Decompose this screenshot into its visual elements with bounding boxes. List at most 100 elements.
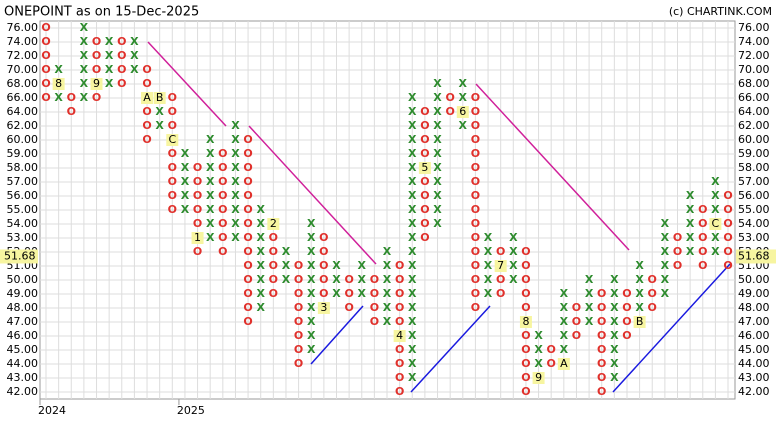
x-box: X — [433, 119, 442, 132]
o-box: O — [445, 105, 454, 118]
month-marker-bg — [532, 372, 545, 384]
o-box: O — [420, 189, 429, 202]
x-box: X — [307, 231, 316, 244]
x-box: X — [358, 287, 367, 300]
x-box: X — [307, 245, 316, 258]
o-box: O — [395, 273, 404, 286]
y-tick-label: 56.00 — [7, 189, 39, 202]
y-tick-label-right: 49.00 — [738, 287, 770, 300]
month-marker-bg — [90, 78, 103, 90]
x-box: X — [459, 119, 468, 132]
x-box: X — [307, 217, 316, 230]
x-box: X — [231, 231, 240, 244]
o-box: O — [673, 231, 682, 244]
o-box: O — [269, 287, 278, 300]
o-box: O — [698, 217, 707, 230]
o-box: O — [243, 301, 252, 314]
y-tick-label: 53.00 — [7, 231, 39, 244]
month-marker-bg — [153, 92, 166, 104]
o-box: O — [395, 357, 404, 370]
o-box: O — [319, 273, 328, 286]
x-box: X — [484, 259, 493, 272]
o-box: O — [370, 315, 379, 328]
month-marker: 7 — [497, 259, 504, 272]
x-box: X — [433, 77, 442, 90]
x-box: X — [231, 175, 240, 188]
x-box: X — [80, 77, 89, 90]
o-box: O — [218, 189, 227, 202]
x-box: X — [408, 245, 417, 258]
month-marker-bg — [52, 78, 65, 90]
y-tick-label: 50.00 — [7, 273, 39, 286]
x-box: X — [408, 315, 417, 328]
x-tick-label: 2024 — [38, 404, 66, 417]
month-marker: 5 — [421, 161, 428, 174]
o-box: O — [319, 287, 328, 300]
x-box: X — [408, 371, 417, 384]
x-box: X — [433, 133, 442, 146]
x-box: X — [256, 259, 265, 272]
o-box: O — [243, 133, 252, 146]
x-box: X — [206, 203, 215, 216]
x-box: X — [307, 301, 316, 314]
o-box: O — [243, 287, 252, 300]
o-box: O — [67, 91, 76, 104]
x-box: X — [206, 147, 215, 160]
o-box: O — [218, 245, 227, 258]
month-marker: A — [560, 357, 568, 370]
month-marker: A — [143, 91, 151, 104]
o-box: O — [243, 161, 252, 174]
trend-lines — [147, 41, 731, 393]
x-tick-label: 2025 — [177, 404, 205, 417]
o-box: O — [496, 245, 505, 258]
o-box: O — [218, 147, 227, 160]
o-box: O — [269, 231, 278, 244]
o-box: O — [547, 357, 556, 370]
x-box: X — [206, 161, 215, 174]
x-box: X — [686, 231, 695, 244]
o-box: O — [395, 301, 404, 314]
x-box: X — [307, 287, 316, 300]
y-tick-label-right: 58.00 — [738, 161, 770, 174]
y-tick-label-right: 68.00 — [738, 77, 770, 90]
o-box: O — [168, 189, 177, 202]
o-box: O — [572, 301, 581, 314]
x-box: X — [105, 77, 114, 90]
x-box: X — [54, 91, 63, 104]
x-box: X — [711, 203, 720, 216]
x-box: X — [231, 147, 240, 160]
y-tick-label-right: 42.00 — [738, 385, 770, 398]
x-box: X — [130, 49, 139, 62]
support-line — [310, 305, 364, 365]
o-box: O — [471, 301, 480, 314]
x-box: X — [408, 161, 417, 174]
x-box: X — [80, 35, 89, 48]
o-box: O — [698, 203, 707, 216]
o-box: O — [420, 217, 429, 230]
x-box: X — [408, 175, 417, 188]
o-box: O — [496, 287, 505, 300]
o-box: O — [723, 189, 732, 202]
x-box: X — [181, 147, 190, 160]
o-box: O — [420, 133, 429, 146]
last-price-bg — [0, 249, 38, 264]
month-marker: 4 — [396, 329, 403, 342]
o-box: O — [218, 161, 227, 174]
o-box: O — [218, 175, 227, 188]
x-box: X — [130, 63, 139, 76]
o-box: O — [597, 357, 606, 370]
o-box: O — [471, 217, 480, 230]
o-box: O — [67, 105, 76, 118]
x-box: X — [231, 161, 240, 174]
x-box: X — [155, 105, 164, 118]
y-tick-label-right: 60.00 — [738, 133, 770, 146]
o-box: O — [698, 259, 707, 272]
x-box: X — [408, 147, 417, 160]
o-box: O — [471, 203, 480, 216]
o-box: O — [193, 203, 202, 216]
x-box: X — [711, 175, 720, 188]
y-tick-label: 57.00 — [7, 175, 39, 188]
o-box: O — [597, 371, 606, 384]
o-box: O — [471, 147, 480, 160]
x-box: X — [509, 259, 518, 272]
